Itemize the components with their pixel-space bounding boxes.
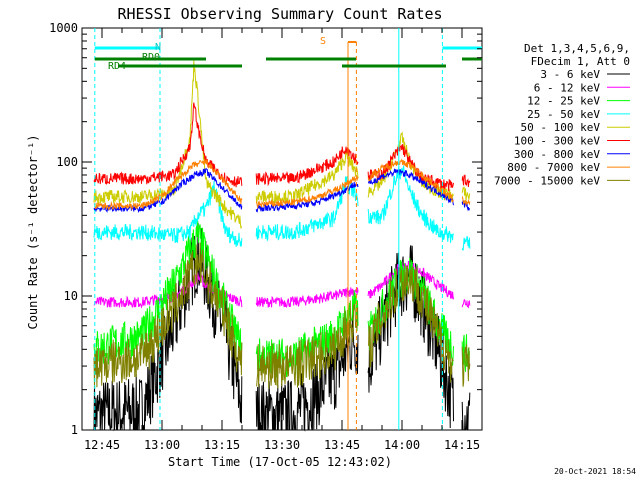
x-tick-label: 14:00	[384, 438, 420, 452]
legend-entry-label: 3 - 6 keV	[540, 68, 600, 81]
series-line	[93, 102, 471, 192]
series-line	[93, 223, 471, 432]
legend-entry-label: 50 - 100 keV	[521, 121, 601, 134]
x-tick-label: 14:15	[444, 438, 480, 452]
legend-header-line-1: Det 1,3,4,5,6,9,	[524, 42, 630, 55]
x-tick-label: 13:15	[204, 438, 240, 452]
legend: Det 1,3,4,5,6,9, FDecim 1, Att 0 3 - 6 k…	[494, 42, 630, 187]
y-tick-label: 1000	[49, 21, 78, 35]
series-line	[93, 165, 471, 251]
legend-entry-label: 800 - 7000 keV	[507, 161, 600, 174]
flags-layer	[94, 46, 482, 68]
y-tick-label: 1	[71, 423, 78, 437]
series-layer	[93, 60, 471, 432]
x-tick-label: 13:30	[264, 438, 300, 452]
x-tick-label: 13:45	[324, 438, 360, 452]
legend-entry-label: 100 - 300 keV	[514, 135, 600, 148]
x-tick-label: 13:00	[144, 438, 180, 452]
legend-entry-label: 7000 - 15000 keV	[494, 174, 600, 187]
series-line	[93, 158, 471, 211]
y-tick-label: 100	[56, 155, 78, 169]
legend-entry-label: 12 - 25 keV	[527, 95, 600, 108]
series-line	[93, 60, 471, 229]
legend-entry-label: 25 - 50 keV	[527, 108, 600, 121]
x-axis: 12:45 13:00 13:15 13:30 13:45 14:00 14:15	[81, 28, 483, 452]
footer-date: 20-Oct-2021 18:54	[554, 467, 636, 476]
y-axis-label: Count Rate (s⁻¹ detector⁻¹)	[26, 134, 40, 329]
flag-label-s: S	[320, 36, 326, 47]
chart-title: RHESSI Observing Summary Count Rates	[117, 5, 442, 23]
legend-entry-label: 300 - 800 keV	[514, 148, 600, 161]
y-tick-label: 10	[64, 289, 78, 303]
y-axis: 1 10 100 1000	[49, 21, 482, 437]
legend-header-line-2: FDecim 1, Att 0	[531, 55, 630, 68]
flag-label-rd4: RD4	[108, 61, 126, 72]
flag-label-n: N	[155, 42, 161, 53]
x-axis-label: Start Time (17-Oct-05 12:43:02)	[168, 455, 392, 469]
series-line	[93, 242, 471, 389]
legend-entry-label: 6 - 12 keV	[534, 81, 601, 94]
markers-layer	[94, 28, 443, 430]
flag-label-rd0: RD0	[142, 52, 160, 63]
x-tick-label: 12:45	[84, 438, 120, 452]
